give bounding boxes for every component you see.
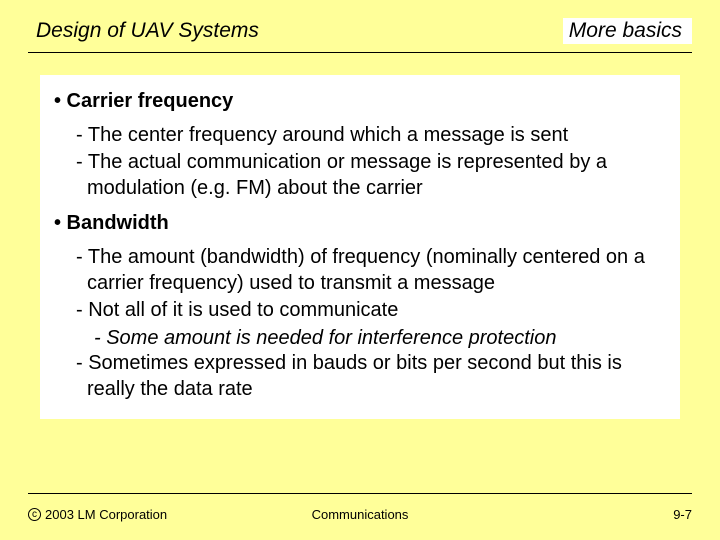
footer: c 2003 LM Corporation Communications 9-7: [28, 507, 692, 522]
section2-heading: • Bandwidth: [54, 211, 666, 237]
page-number: 9-7: [673, 507, 692, 522]
section2-line2: - Not all of it is used to communicate: [76, 298, 666, 324]
copyright-icon: c: [28, 508, 41, 521]
section2-line1: - The amount (bandwidth) of frequency (n…: [76, 245, 666, 296]
footer-center: Communications: [312, 507, 409, 522]
footer-divider: [28, 493, 692, 494]
slide-title: More basics: [563, 18, 692, 44]
section1-heading: • Carrier frequency: [54, 89, 666, 115]
section1-line1: - The center frequency around which a me…: [76, 123, 666, 149]
section1-line2: - The actual communication or message is…: [76, 150, 666, 201]
course-title: Design of UAV Systems: [36, 19, 259, 43]
content-panel: • Carrier frequency - The center frequen…: [40, 75, 680, 419]
section2-line2a: - Some amount is needed for interference…: [94, 326, 666, 352]
copyright-text: 2003 LM Corporation: [45, 507, 167, 522]
section2-line3: - Sometimes expressed in bauds or bits p…: [76, 351, 666, 402]
copyright: c 2003 LM Corporation: [28, 507, 167, 522]
header-divider: [28, 52, 692, 53]
slide: Design of UAV Systems More basics • Carr…: [0, 0, 720, 540]
header-row: Design of UAV Systems More basics: [28, 18, 692, 52]
